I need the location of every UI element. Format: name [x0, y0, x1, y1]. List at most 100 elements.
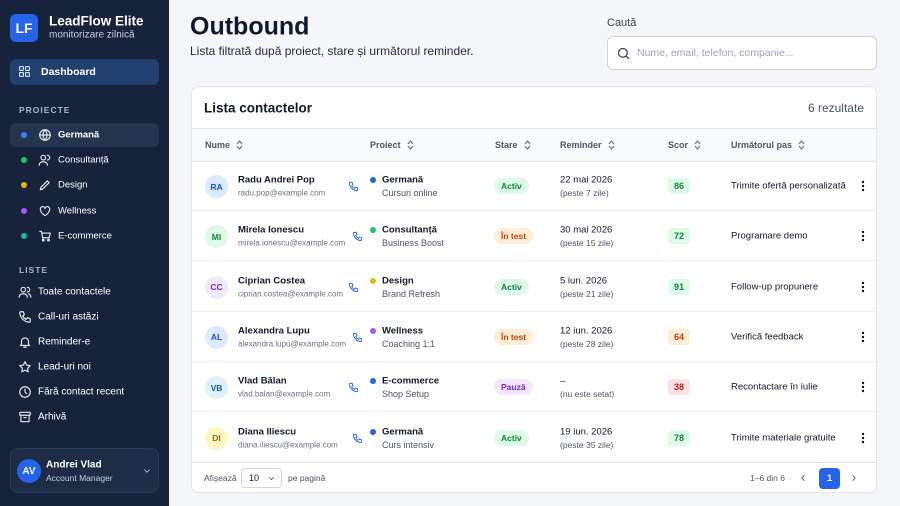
page-range: 1–6 din 6	[750, 473, 785, 483]
column-header[interactable]: Următorul pas	[731, 140, 805, 150]
list-label: Toate contactele	[38, 286, 111, 298]
contact-name: Radu Andrei Pop	[238, 174, 315, 186]
project-label: Consultanță	[58, 154, 109, 166]
page-title: Outbound	[190, 12, 310, 41]
table-row[interactable]: MI Mirela Ionescu mirela.ionescu@example.c…	[192, 211, 876, 262]
table-row[interactable]: AL Alexandra Lupu alexandra.lupu@example.c…	[192, 312, 876, 362]
next-step: Recontactare în iulie	[731, 381, 818, 393]
table-row[interactable]: CC Ciprian Costea ciprian.costea@example.c…	[192, 262, 876, 312]
list-icon	[18, 385, 32, 399]
contacts-card: Lista contactelor 6 rezultate Nume Proiect S…	[191, 86, 877, 493]
list-item[interactable]: Arhivă	[10, 405, 159, 429]
row-menu[interactable]	[859, 180, 867, 192]
page-size-select[interactable]: 10	[241, 468, 282, 488]
row-menu-svg	[861, 432, 865, 443]
phone-icon-svg	[352, 232, 363, 242]
row-menu[interactable]	[859, 432, 867, 444]
search-placeholder: Nume, email, telefon, companie...	[637, 47, 794, 59]
user-name: Andrei Vlad	[46, 459, 102, 471]
select-chevron-svg	[268, 477, 275, 480]
row-menu[interactable]	[859, 230, 867, 242]
list-item[interactable]: Toate contactele	[10, 280, 159, 304]
project-icon	[38, 229, 52, 243]
avatar: MI	[205, 225, 228, 249]
sort-icon	[524, 140, 531, 150]
project-item[interactable]: Design	[10, 173, 159, 197]
list-item[interactable]: Call-uri astăzi	[10, 305, 159, 329]
column-header[interactable]: Proiect	[370, 140, 414, 150]
column-header[interactable]: Scor	[668, 140, 701, 150]
user-card[interactable]: AV Andrei Vlad Account Manager	[10, 448, 159, 493]
project-dot	[21, 132, 27, 138]
project-icon-svg	[39, 230, 51, 242]
project-detail: Brand Refresh	[382, 288, 441, 299]
divider	[192, 462, 876, 463]
row-menu-svg	[861, 381, 865, 393]
project-detail: Business Boost	[382, 238, 445, 249]
reminder-note: (peste 28 zile)	[560, 338, 614, 349]
project-dot	[370, 227, 376, 234]
project-label: E-commerce	[58, 230, 112, 242]
table-row[interactable]: DI Diana Iliescu diana.iliescu@example.com…	[192, 413, 876, 463]
sort-icon	[694, 140, 701, 150]
list-label: Call-uri astăzi	[38, 311, 99, 323]
phone-icon	[352, 231, 363, 242]
contact-name: Alexandra Lupu	[238, 325, 310, 337]
user-role: Account Manager	[46, 473, 113, 483]
contact-email: mirela.ionescu@example.com	[238, 238, 346, 248]
column-label: Nume	[205, 140, 231, 150]
row-menu[interactable]	[859, 381, 867, 393]
phone-icon	[352, 433, 363, 444]
project-name: Consultanță	[382, 224, 437, 236]
contact-email: alexandra.lupu@example.com	[238, 339, 347, 349]
list-icon	[18, 310, 32, 324]
list-item[interactable]: Reminder-e	[10, 330, 159, 354]
project-icon	[38, 128, 52, 142]
list-item[interactable]: Fără contact recent	[10, 380, 159, 404]
table-row[interactable]: RA Radu Andrei Pop radu.pop@example.com Ger…	[192, 161, 876, 211]
phone-icon	[352, 332, 363, 343]
project-icon-svg	[39, 129, 51, 141]
list-item[interactable]: Lead-uri noi	[10, 355, 159, 379]
contact-name: Vlad Bălan	[238, 375, 287, 387]
project-detail: Shop Setup	[382, 389, 430, 400]
reminder-note: (nu este setat)	[560, 389, 615, 400]
score-badge: 64	[668, 328, 690, 345]
project-item[interactable]: Germană	[10, 123, 159, 147]
next-page[interactable]	[849, 473, 859, 483]
prev-page[interactable]	[798, 473, 808, 483]
prev-page-svg	[801, 475, 805, 481]
project-item[interactable]: E-commerce	[10, 224, 159, 248]
reminder-date: 5 iun. 2026	[560, 275, 608, 287]
contact-email: ciprian.costea@example.com	[238, 289, 344, 299]
project-dot	[21, 232, 27, 239]
search-icon-svg	[617, 47, 630, 60]
list-icon	[18, 360, 32, 374]
row-menu[interactable]	[859, 281, 867, 293]
status-badge: Activ	[494, 278, 529, 295]
row-menu[interactable]	[859, 331, 867, 343]
project-name: Germană	[382, 426, 424, 437]
list-icon	[18, 410, 32, 424]
column-header[interactable]: Nume	[205, 140, 243, 150]
current-page[interactable]: 1	[819, 468, 840, 489]
project-item[interactable]: Consultanță	[10, 148, 159, 172]
project-item[interactable]: Wellness	[10, 199, 159, 223]
table-row[interactable]: VB Vlad Bălan vlad.balan@example.com E-comm…	[192, 362, 876, 413]
project-icon	[38, 178, 52, 192]
column-header[interactable]: Reminder	[560, 140, 615, 150]
phone-icon	[348, 282, 359, 293]
list-icon-svg	[19, 361, 31, 373]
project-detail: Cursuri online	[382, 188, 438, 198]
nav-item[interactable]: Dashboard	[10, 59, 159, 85]
contact-name: Mirela Ionescu	[238, 224, 304, 236]
search-box[interactable]: Nume, email, telefon, companie...	[607, 36, 877, 70]
project-name: Design	[382, 275, 414, 287]
project-icon-svg	[38, 154, 51, 167]
next-step: Follow-up propunere	[731, 281, 819, 293]
row-menu-svg	[861, 331, 865, 343]
list-label: Reminder-e	[38, 336, 91, 348]
app-name: LeadFlow Elite	[49, 13, 144, 29]
column-header[interactable]: Stare	[495, 140, 531, 150]
